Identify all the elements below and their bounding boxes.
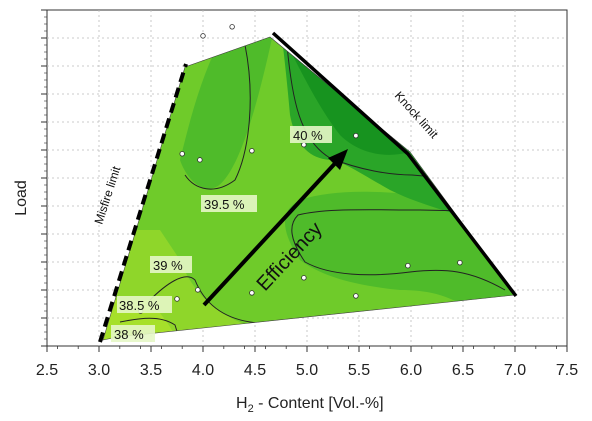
measurement-point — [405, 262, 411, 269]
measurement-point — [457, 259, 463, 266]
x-tick-label: 2.5 — [36, 362, 58, 379]
measurement-point — [353, 293, 359, 299]
region-39-5 — [150, 37, 515, 340]
x-tick-label: 4.5 — [244, 362, 266, 379]
x-axis-title-rest: - Content [Vol.-%] — [254, 395, 384, 412]
contour-line-38-5 — [119, 317, 183, 340]
x-tick-label: 7.0 — [504, 362, 526, 379]
x-axis-ticks — [46, 346, 568, 352]
x-tick-label: 6.0 — [400, 362, 422, 379]
efficiency-arrow-head — [328, 149, 348, 170]
x-tick-label: 4.0 — [192, 362, 214, 379]
contour-label-39: 39 % — [150, 256, 192, 273]
measurement-point — [353, 132, 359, 139]
x-axis-title-h: H — [236, 395, 248, 412]
measurement-point — [301, 275, 307, 281]
misfire-limit-line — [98, 63, 188, 343]
measurement-point — [179, 151, 185, 157]
contour-label-38-5: 38.5 % — [117, 296, 172, 313]
x-axis-title-subscript: 2 — [248, 403, 254, 415]
measurement-point — [249, 148, 255, 154]
knock-limit-line — [271, 31, 518, 298]
x-tick-label: 3.5 — [140, 362, 162, 379]
y-axis-ticks — [41, 9, 47, 347]
region-39-5-left — [150, 37, 280, 189]
x-tick-label: 5.0 — [296, 362, 318, 379]
contour-label-39-5-text: 39.5 % — [204, 197, 245, 212]
x-axis-tick-labels: 2.5 3.0 3.5 4.0 4.5 5.0 5.5 6.0 6.5 7.0 7.5 — [36, 362, 578, 379]
contour-label-40: 40 % — [290, 126, 332, 143]
measurement-point — [174, 296, 180, 302]
measurement-point — [249, 290, 255, 296]
measurement-point — [197, 157, 203, 163]
x-tick-label: 7.5 — [556, 362, 578, 379]
contour-label-38-text: 38 % — [114, 327, 144, 342]
x-tick-label: 5.5 — [348, 362, 370, 379]
contour-label-38: 38 % — [111, 325, 155, 342]
contour-line-39-5 — [184, 44, 515, 291]
measurement-point — [229, 24, 235, 30]
contour-label-38-5-text: 38.5 % — [119, 298, 160, 313]
y-axis-title: Load — [13, 180, 30, 216]
x-axis-title: H2 - Content [Vol.-%] — [236, 395, 384, 415]
measurement-point — [301, 142, 307, 148]
contour-label-40-text: 40 % — [293, 128, 323, 143]
x-tick-label: 6.5 — [452, 362, 474, 379]
measurement-point — [200, 33, 206, 39]
contour-label-39-text: 39 % — [153, 258, 183, 273]
x-tick-label: 3.0 — [88, 362, 110, 379]
contour-label-39-5: 39.5 % — [201, 195, 257, 212]
measurement-point — [195, 287, 201, 293]
efficiency-arrow — [202, 156, 342, 307]
